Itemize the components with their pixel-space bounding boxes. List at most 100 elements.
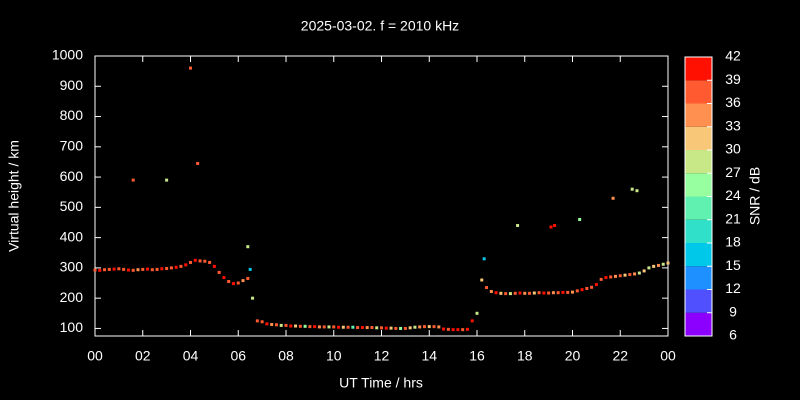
- x-tick-label: 06: [230, 348, 246, 364]
- data-point: [561, 290, 565, 294]
- data-point: [203, 259, 207, 263]
- data-point: [661, 262, 665, 266]
- data-point: [585, 286, 589, 290]
- colorbar-band: [685, 312, 712, 336]
- data-point: [294, 324, 298, 328]
- data-point: [465, 327, 469, 331]
- y-tick-label: 700: [60, 138, 84, 154]
- data-point: [642, 269, 646, 273]
- data-point: [599, 277, 603, 281]
- data-point: [212, 264, 216, 268]
- chart-title: 2025-03-02. f = 2010 kHz: [301, 18, 459, 34]
- data-point: [284, 323, 288, 327]
- data-point: [241, 279, 245, 283]
- data-point: [542, 291, 546, 295]
- data-point: [255, 319, 259, 323]
- data-point: [547, 291, 551, 295]
- y-tick-label: 400: [60, 228, 84, 244]
- data-point: [516, 224, 520, 228]
- colorbar-tick-label: 39: [725, 71, 741, 87]
- data-point: [270, 322, 274, 326]
- y-tick-label: 200: [60, 289, 84, 305]
- data-point: [437, 325, 441, 329]
- data-point: [628, 273, 632, 277]
- data-point: [260, 320, 264, 324]
- data-point: [317, 325, 321, 329]
- data-point: [590, 285, 594, 289]
- data-point: [427, 325, 431, 329]
- data-point: [594, 283, 598, 287]
- data-point: [571, 290, 574, 294]
- data-point: [456, 328, 460, 332]
- colorbar-tick-label: 42: [725, 48, 741, 64]
- data-point: [553, 224, 557, 228]
- data-point: [508, 292, 512, 296]
- data-point: [446, 327, 450, 331]
- data-point: [613, 274, 617, 278]
- data-point: [647, 266, 651, 270]
- data-point: [346, 325, 350, 329]
- data-point: [196, 161, 200, 165]
- data-point: [136, 268, 140, 272]
- data-point: [341, 325, 345, 329]
- x-tick-label: 14: [421, 348, 437, 364]
- y-axis-label: Virtual height / km: [6, 140, 22, 252]
- colorbar-tick-label: 6: [729, 327, 737, 343]
- data-point: [635, 189, 639, 193]
- data-point: [489, 290, 493, 294]
- data-point: [117, 267, 121, 271]
- data-point: [93, 268, 97, 272]
- x-tick-label: 04: [183, 348, 199, 364]
- data-point: [126, 268, 130, 272]
- colorbar-band: [685, 266, 712, 290]
- data-point: [112, 267, 116, 271]
- data-point: [370, 326, 374, 330]
- colorbar-tick-label: 36: [725, 94, 741, 110]
- data-point: [165, 266, 169, 270]
- data-point: [193, 258, 197, 262]
- data-point: [633, 272, 637, 276]
- data-point: [360, 326, 364, 330]
- data-point: [222, 276, 226, 280]
- data-point: [666, 261, 670, 265]
- x-axis-label: UT Time / hrs: [339, 375, 423, 391]
- data-point: [332, 325, 336, 329]
- y-tick-label: 800: [60, 107, 84, 123]
- data-point: [611, 196, 615, 200]
- plot-frame: [94, 55, 669, 337]
- data-point: [504, 292, 508, 296]
- data-point: [394, 326, 398, 330]
- data-point: [380, 326, 383, 330]
- data-point: [298, 324, 302, 328]
- data-point: [375, 326, 379, 330]
- data-point: [637, 271, 641, 275]
- colorbar-tick-label: 12: [725, 280, 741, 296]
- x-tick-label: 02: [135, 348, 151, 364]
- data-point: [609, 275, 613, 279]
- data-point: [103, 268, 107, 272]
- colorbar-band: [685, 196, 712, 220]
- data-point: [513, 291, 517, 295]
- data-point: [327, 325, 331, 329]
- data-point: [523, 291, 527, 295]
- data-point: [618, 274, 622, 278]
- data-point: [303, 324, 307, 328]
- data-point: [518, 291, 522, 295]
- y-tick-label: 500: [60, 198, 84, 214]
- data-point: [418, 325, 422, 329]
- data-point: [279, 323, 283, 327]
- data-point: [580, 288, 584, 292]
- data-point: [98, 268, 102, 272]
- data-point: [337, 325, 341, 329]
- y-tick-label: 300: [60, 259, 84, 275]
- data-point: [623, 273, 627, 277]
- data-point: [408, 326, 412, 330]
- data-point: [482, 257, 486, 261]
- data-point: [630, 187, 634, 191]
- colorbar-band: [685, 150, 712, 174]
- data-point: [475, 311, 479, 315]
- data-point: [165, 178, 169, 182]
- colorbar-tick-label: 30: [725, 141, 741, 157]
- x-tick-label: 10: [326, 348, 342, 364]
